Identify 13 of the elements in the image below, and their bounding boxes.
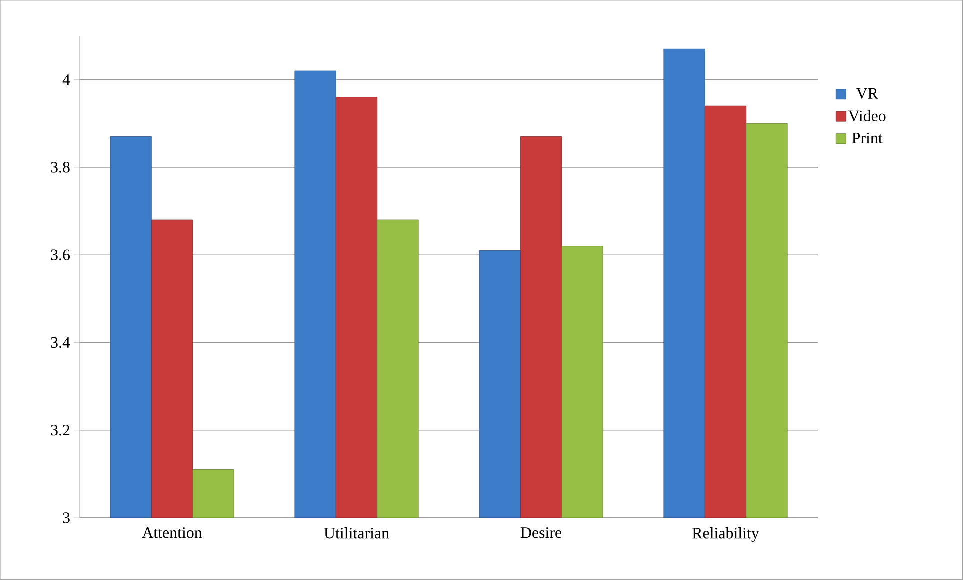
x-tick-label: Reliability bbox=[692, 528, 760, 542]
y-tick-label: 3.8 bbox=[51, 162, 70, 173]
x-tick-label: Desire bbox=[520, 528, 562, 538]
y-tick-label: 3.2 bbox=[51, 424, 70, 436]
y-tick-label: 3.6 bbox=[51, 250, 70, 260]
legend-label: VR bbox=[856, 88, 878, 100]
x-tick-label: Utilitarian bbox=[324, 528, 390, 539]
y-tick-label: 3.4 bbox=[51, 337, 70, 348]
y-tick-label: 4 bbox=[62, 74, 70, 86]
x-tick-label: Attention bbox=[142, 528, 202, 538]
legend-label: Video bbox=[848, 110, 886, 122]
legend-label: Print bbox=[852, 132, 883, 144]
y-tick-label: 3 bbox=[63, 512, 70, 524]
